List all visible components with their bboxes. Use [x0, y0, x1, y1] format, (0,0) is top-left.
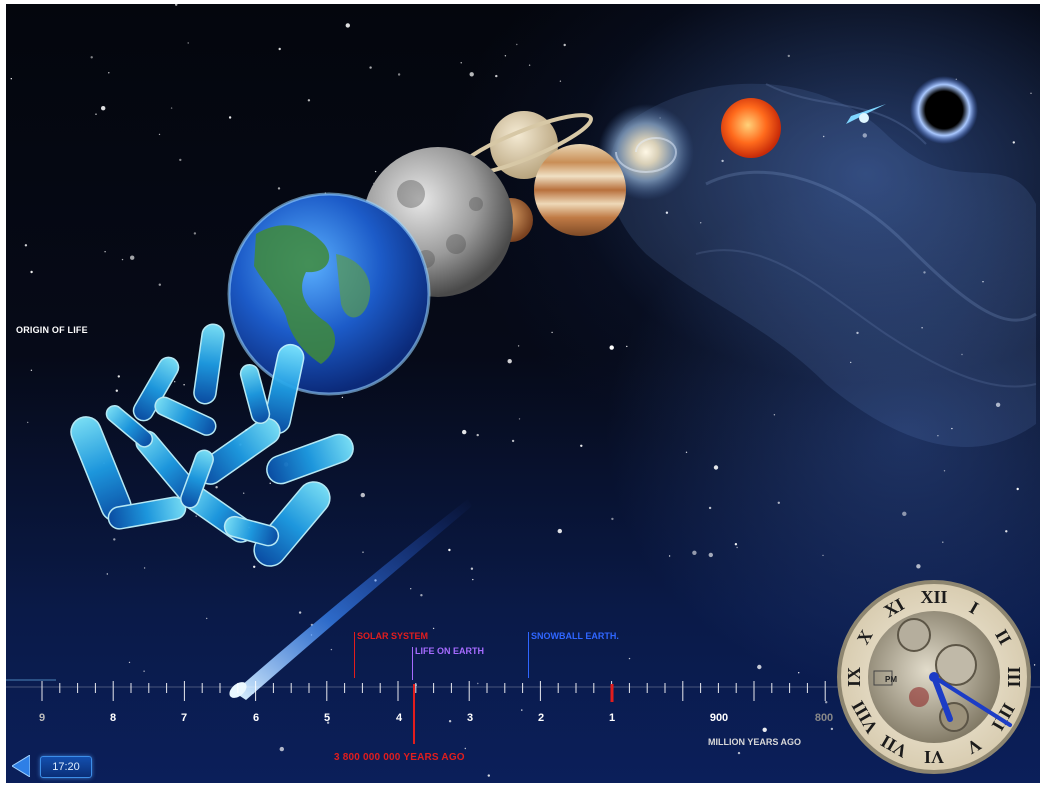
time-badge-button[interactable]: 17:20: [40, 756, 92, 778]
clock-numeral: XII: [920, 587, 947, 607]
bacteria-cluster: [70, 323, 354, 567]
jupiter: [534, 144, 626, 236]
clock-minute-hand: [932, 675, 1012, 727]
nebula: [608, 83, 1037, 447]
clock-numeral: III: [1004, 666, 1024, 687]
clock-hour-hand: [931, 674, 953, 722]
black-hole: [910, 76, 978, 144]
cosmic-objects: [70, 76, 1037, 700]
am-pm-indicator: PM: [885, 675, 897, 684]
clock-numeral: VI: [924, 747, 944, 767]
comet: [234, 499, 472, 700]
origin-of-life-label: ORIGIN OF LIFE: [16, 325, 88, 335]
cosmic-timeline-scene[interactable]: ORIGIN OF LIFE SOLAR SYSTEM LIFE ON EART…: [6, 4, 1040, 783]
sun: [721, 98, 781, 158]
back-arrow-icon[interactable]: [12, 755, 30, 777]
earth: [227, 192, 431, 396]
clock-numeral: IX: [844, 667, 864, 687]
